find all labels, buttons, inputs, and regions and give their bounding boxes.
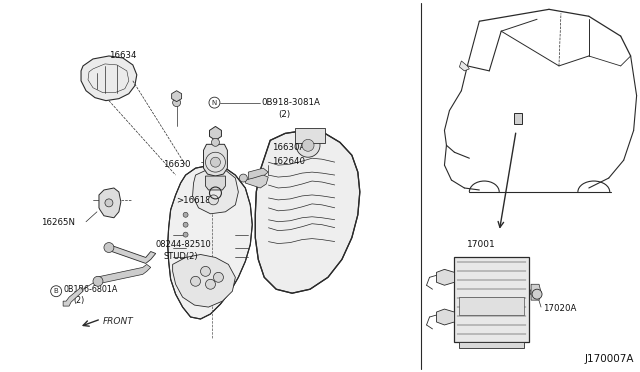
Polygon shape [245,175,268,188]
Text: FRONT: FRONT [103,317,134,327]
Circle shape [93,276,103,286]
Text: J170007A: J170007A [584,354,634,364]
Polygon shape [96,264,151,284]
Text: 0B918-3081A: 0B918-3081A [261,98,320,107]
Text: N: N [212,100,217,106]
Circle shape [209,97,220,108]
Polygon shape [204,144,227,176]
Circle shape [239,174,247,182]
Polygon shape [99,188,121,218]
Bar [454,257,529,342]
Polygon shape [109,244,156,263]
Text: (2): (2) [73,296,84,305]
Circle shape [173,99,180,107]
Polygon shape [248,168,268,180]
Circle shape [209,195,218,205]
Circle shape [183,212,188,217]
Circle shape [51,286,61,296]
Text: 16265N: 16265N [41,218,76,227]
Text: 16634: 16634 [109,51,136,60]
Polygon shape [460,61,469,71]
Text: 16630A: 16630A [272,143,305,152]
Text: 16630: 16630 [163,160,190,169]
Polygon shape [531,284,541,300]
Circle shape [211,138,220,146]
Polygon shape [436,269,454,285]
Text: (2): (2) [278,110,291,119]
Circle shape [200,266,211,276]
Polygon shape [436,309,454,325]
Polygon shape [63,287,83,306]
Bar [295,128,325,143]
Polygon shape [205,176,225,190]
Bar [514,113,522,125]
Polygon shape [209,126,221,140]
Polygon shape [173,254,236,307]
Circle shape [530,288,538,296]
Text: >16618N: >16618N [175,196,217,205]
Circle shape [105,199,113,207]
Text: 0B1B6-6801A: 0B1B6-6801A [63,285,118,294]
Bar [460,297,524,315]
Text: 17001: 17001 [467,240,496,248]
Polygon shape [255,131,360,293]
Circle shape [191,276,200,286]
Circle shape [183,222,188,227]
Circle shape [104,243,114,253]
Polygon shape [193,168,238,214]
Circle shape [211,157,220,167]
Text: B: B [54,288,58,294]
Text: 17020A: 17020A [543,304,577,313]
Circle shape [214,272,223,282]
Circle shape [302,140,314,151]
Text: 08244-82510: 08244-82510 [156,240,211,248]
Polygon shape [172,91,182,102]
Text: 162640: 162640 [272,157,305,166]
Text: STUD(2): STUD(2) [164,251,198,260]
Polygon shape [168,165,252,319]
Circle shape [183,232,188,237]
Circle shape [296,134,320,157]
Circle shape [205,279,216,289]
Polygon shape [81,56,137,101]
Bar [460,342,524,348]
Circle shape [532,289,542,299]
